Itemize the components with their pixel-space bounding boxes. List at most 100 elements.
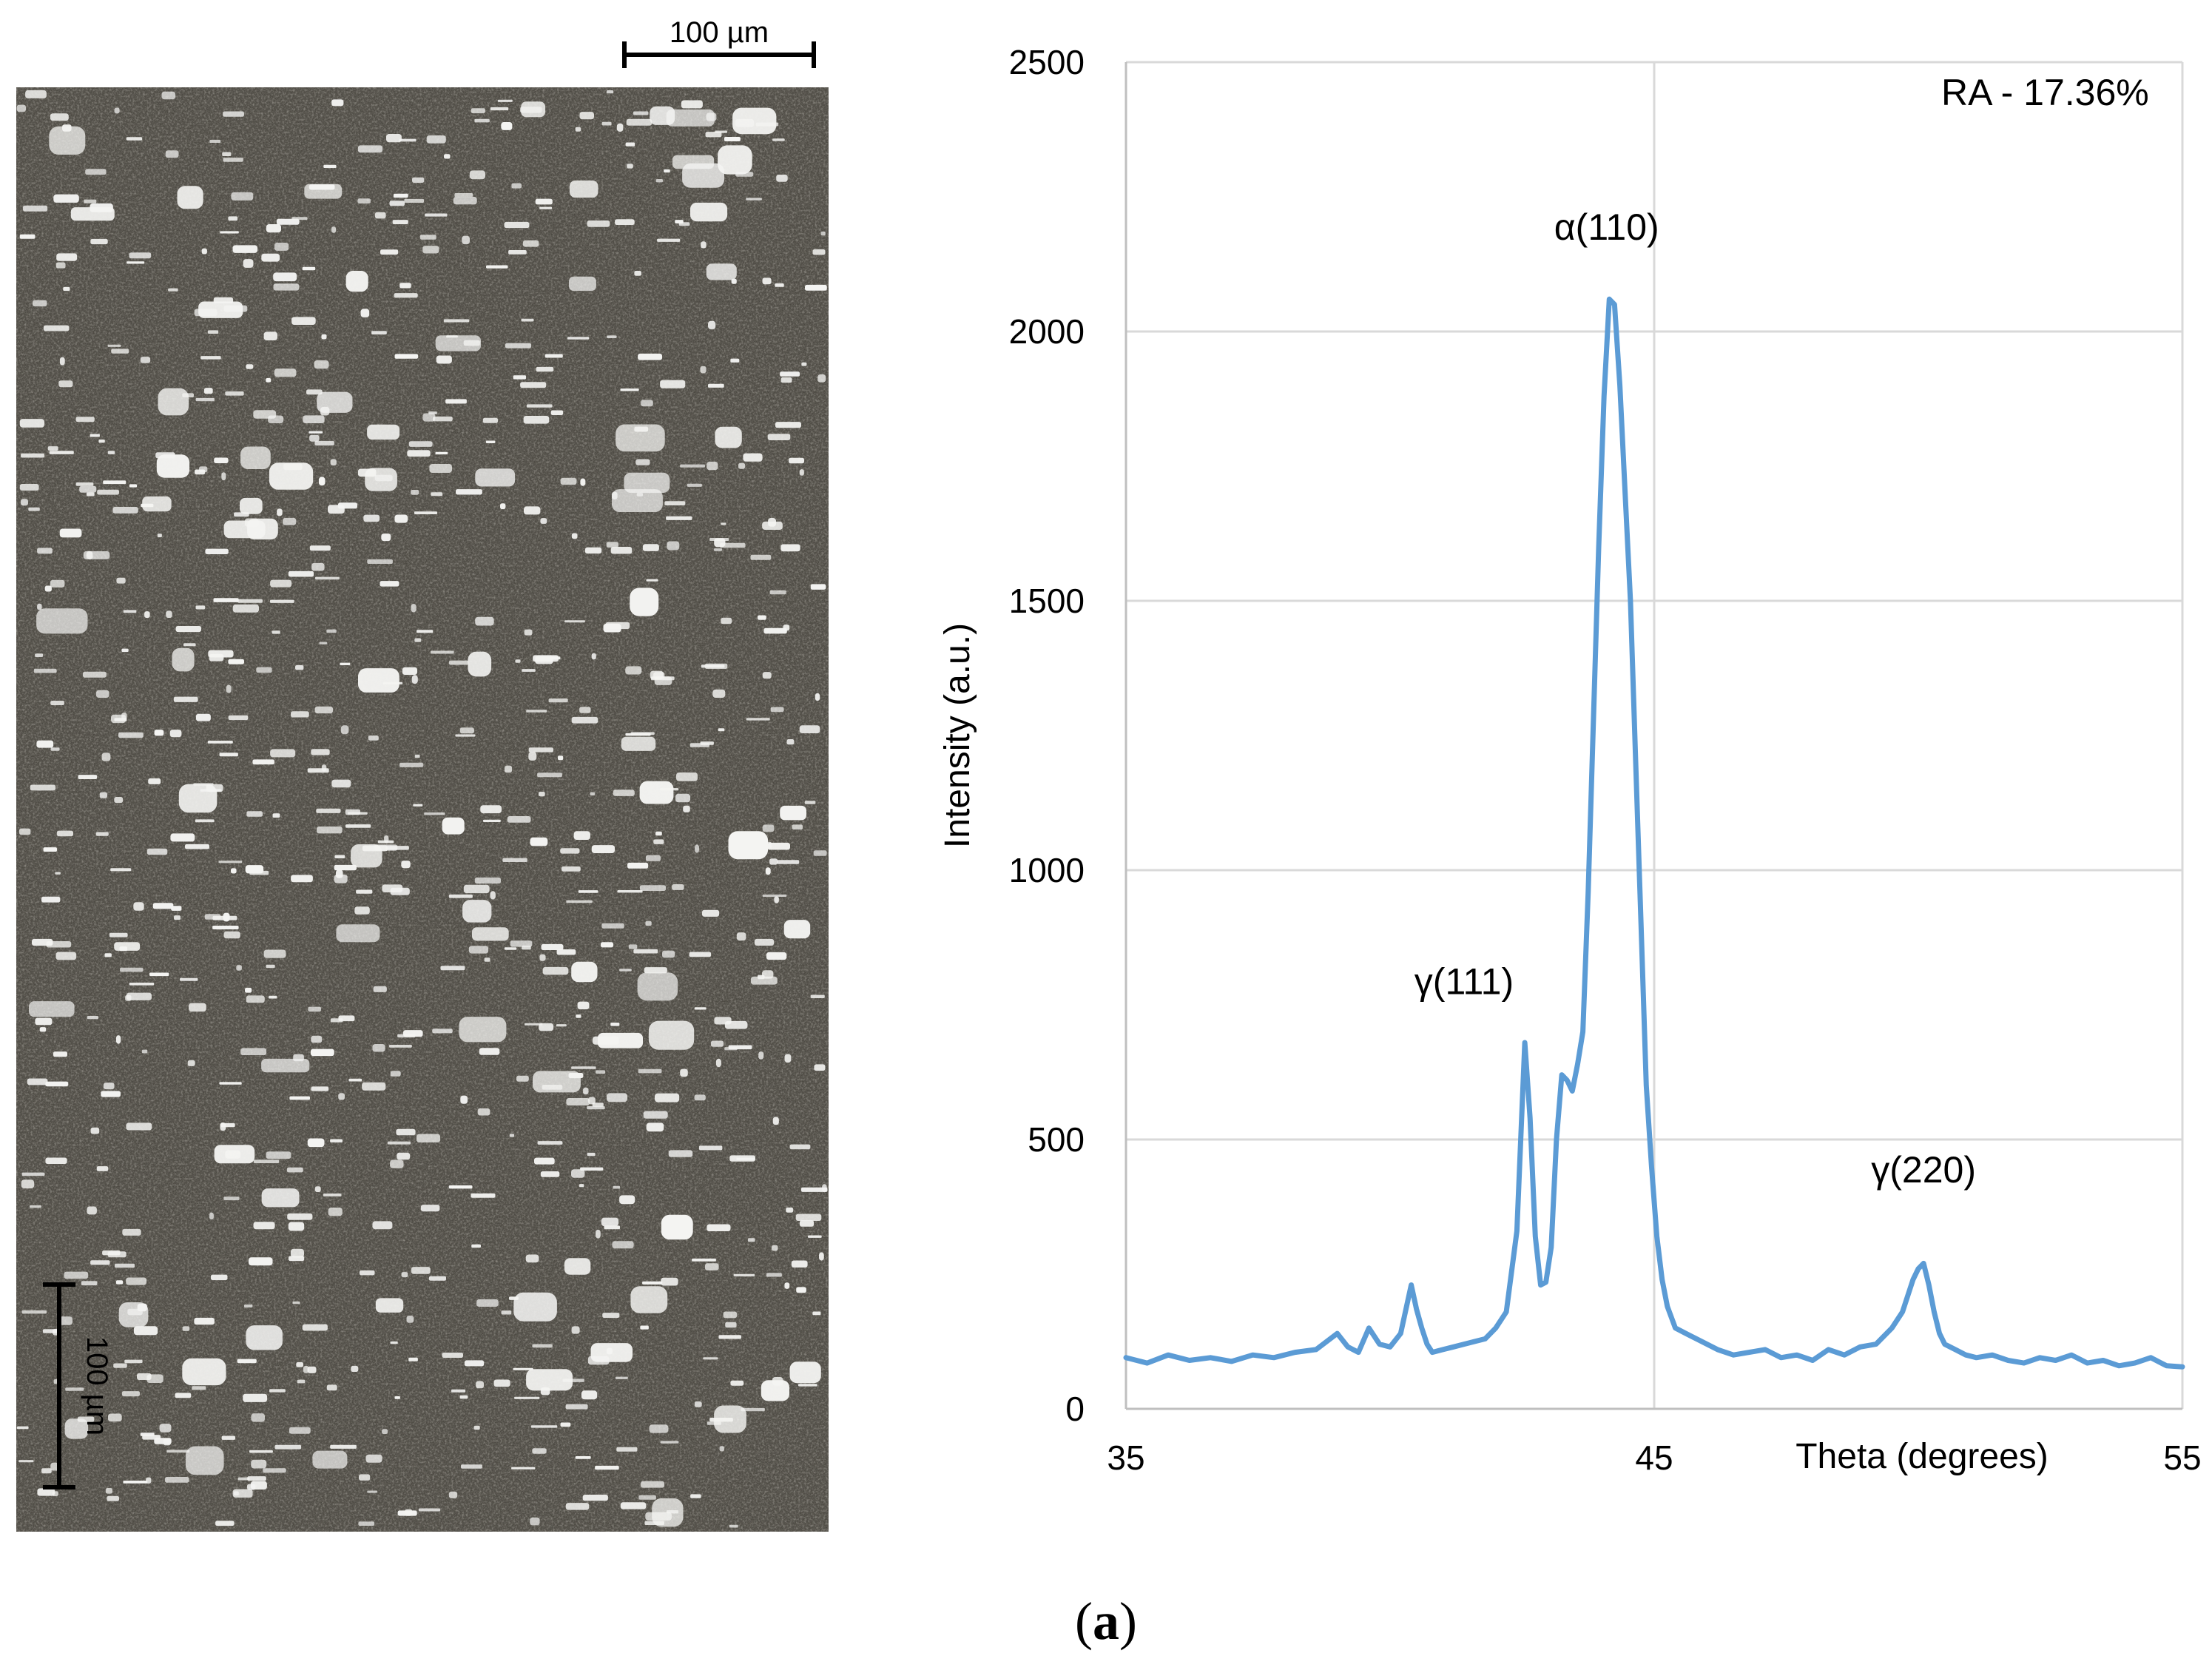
- grain: [524, 629, 533, 636]
- grain: [683, 805, 690, 812]
- grain: [293, 1054, 304, 1062]
- micrograph-dark-texture: [16, 87, 829, 1532]
- grain: [804, 801, 816, 804]
- grain: [817, 374, 826, 383]
- grain: [635, 459, 650, 465]
- grain: [814, 1064, 826, 1071]
- grain: [573, 831, 590, 840]
- grain: [274, 368, 297, 377]
- grain: [55, 952, 77, 960]
- grain: [318, 477, 326, 486]
- grain: [120, 967, 144, 972]
- grain: [180, 977, 198, 981]
- grain: [35, 1017, 53, 1026]
- grain: [307, 1366, 317, 1373]
- grain: [283, 517, 297, 525]
- grain: [357, 145, 383, 153]
- grain: [762, 277, 772, 285]
- grain: [725, 1322, 737, 1328]
- grain: [129, 484, 138, 488]
- grain: [108, 1413, 122, 1422]
- grain: [702, 909, 720, 917]
- grain: [603, 623, 621, 633]
- grain: [769, 590, 786, 595]
- grain: [112, 507, 138, 514]
- grain: [133, 1326, 158, 1336]
- grain: [762, 970, 774, 979]
- grain: [791, 1260, 808, 1268]
- grain: [501, 122, 513, 130]
- grain: [274, 243, 289, 251]
- grain: [226, 684, 232, 693]
- grain: [675, 793, 691, 803]
- grain: [59, 357, 65, 366]
- grain: [288, 1222, 305, 1231]
- grain: [664, 169, 670, 173]
- grain: [644, 967, 667, 974]
- grain: [801, 1187, 828, 1192]
- grain: [528, 747, 553, 753]
- grain: [443, 319, 470, 323]
- grain: [705, 1263, 719, 1270]
- grain: [634, 271, 641, 276]
- grain: [567, 337, 590, 340]
- grain: [87, 1016, 98, 1020]
- grain: [723, 1311, 738, 1319]
- grain: [363, 514, 380, 522]
- grain: [731, 278, 737, 284]
- grain: [303, 415, 325, 423]
- grain: [311, 562, 325, 571]
- grain: [272, 630, 280, 634]
- grain: [142, 496, 172, 512]
- grain: [637, 972, 678, 1001]
- grain: [195, 819, 215, 823]
- grain: [296, 1361, 303, 1367]
- grain: [288, 570, 314, 577]
- grain: [780, 377, 792, 383]
- grain: [233, 1491, 239, 1496]
- grain: [815, 693, 820, 701]
- grain: [580, 1167, 604, 1171]
- grain: [30, 784, 56, 791]
- grain: [769, 858, 778, 865]
- grain: [648, 1020, 695, 1050]
- grain: [701, 241, 707, 249]
- grain: [393, 193, 408, 198]
- grain: [729, 1524, 738, 1528]
- grain: [601, 1217, 619, 1227]
- grain: [33, 300, 47, 307]
- grain: [291, 317, 316, 325]
- grain: [390, 1159, 404, 1168]
- grain: [22, 205, 48, 212]
- grain: [471, 1193, 496, 1198]
- grain: [399, 283, 411, 289]
- grain: [247, 1476, 266, 1481]
- grain: [682, 163, 724, 188]
- grain: [730, 358, 740, 363]
- grain: [396, 1128, 416, 1136]
- grain: [596, 1229, 601, 1239]
- grain: [201, 248, 207, 255]
- grain: [746, 198, 762, 201]
- grain: [638, 353, 662, 360]
- grain: [232, 604, 259, 613]
- grain: [537, 772, 562, 778]
- grain: [115, 1263, 135, 1268]
- grain: [741, 1407, 765, 1412]
- grain: [810, 994, 825, 998]
- y-tick-label: 1500: [1009, 582, 1085, 620]
- grain: [591, 653, 596, 660]
- grain: [418, 1508, 441, 1512]
- grain: [169, 730, 182, 738]
- grain: [758, 615, 766, 620]
- grain: [309, 434, 320, 442]
- grain: [505, 765, 513, 773]
- grain: [44, 585, 52, 592]
- grain: [453, 197, 477, 205]
- grain: [596, 1070, 606, 1074]
- grain: [336, 924, 380, 943]
- grain: [36, 740, 54, 748]
- grain: [565, 1404, 588, 1410]
- grain: [408, 1357, 418, 1361]
- grain: [207, 330, 219, 334]
